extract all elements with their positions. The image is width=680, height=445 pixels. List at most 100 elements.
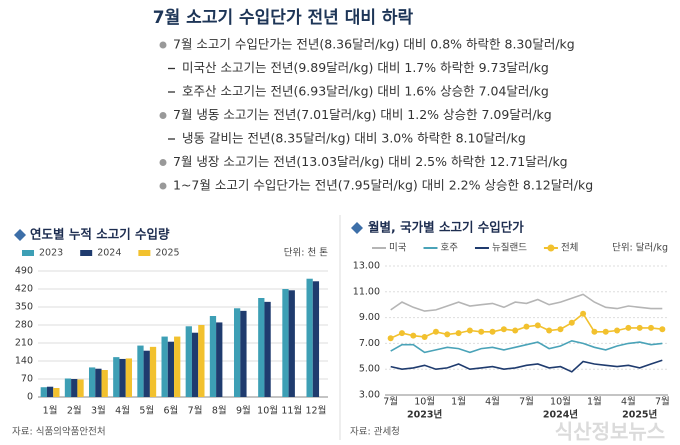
bullet-dot [159, 112, 167, 119]
bullet-text: 7월 소고기 수입단가는 전년(8.36달러/kg) 대비 0.8% 하락한 8… [173, 37, 575, 52]
point [478, 328, 485, 335]
bar [40, 387, 47, 397]
bullet-text: 1~7월 소고기 수입단가는 전년(7.95달러/kg) 대비 2.2% 상승한… [173, 178, 593, 193]
legend-label: 전체 [561, 243, 578, 254]
bar [71, 379, 78, 397]
bullet-dot [159, 182, 167, 190]
x-tick-label: 8월 [212, 405, 227, 417]
bullet-text: 미국산 소고기는 전년(9.89달러/kg) 대비 1.7% 하락한 9.73달… [182, 60, 549, 75]
point [421, 333, 428, 340]
bar [233, 308, 241, 397]
point [455, 330, 462, 337]
bar [161, 336, 168, 397]
bullet-dot [159, 41, 167, 49]
legend-swatch [80, 250, 93, 256]
bar [191, 332, 199, 397]
x-tick-label: 5월 [139, 405, 154, 417]
point [591, 328, 598, 335]
point [557, 326, 564, 333]
bar [53, 388, 60, 397]
bar [64, 378, 72, 397]
page-title: 7월 소고기 수입단가 전년 대비 하락 [153, 8, 414, 28]
x-tick-label: 6월 [164, 405, 179, 417]
point [444, 331, 451, 338]
bar [143, 350, 150, 397]
legend-swatch [138, 250, 151, 256]
bar [88, 367, 96, 397]
x-tick-label: 7월 [655, 396, 670, 408]
x-tick-label: 1월 [43, 405, 58, 417]
unit-label: 단위: 천 톤 [284, 247, 328, 259]
legend-label: 미국 [389, 243, 407, 254]
x-tick-label: 2월 [67, 405, 82, 417]
legend-swatch [22, 250, 34, 256]
chart-title: 연도별 누적 소고기 수입량 [30, 227, 170, 242]
year-label: 2025년 [622, 409, 657, 421]
bar [258, 298, 265, 397]
legend-label: 2025 [155, 248, 179, 259]
point [580, 310, 587, 317]
source: 자료: 관세청 [350, 427, 400, 438]
x-tick-label: 7월 [188, 405, 203, 417]
x-tick-label: 4월 [485, 396, 500, 408]
y-tick-label: 0 [27, 392, 33, 403]
y-tick-label: 140 [15, 356, 33, 367]
point [568, 319, 575, 326]
point [602, 328, 609, 335]
bar [101, 370, 108, 397]
point [489, 328, 496, 335]
bullet-dot [159, 159, 167, 166]
bar [216, 322, 223, 397]
y-tick-label: 13.00 [353, 261, 380, 272]
y-tick-label: 5.00 [359, 364, 380, 375]
x-tick-label: 10월 [550, 396, 571, 408]
bar [113, 357, 120, 397]
legend-label: 호주 [440, 243, 458, 254]
series-line [390, 359, 663, 373]
x-tick-label: 1월 [587, 396, 602, 408]
bullet-text: 냉동 갈비는 전년(8.35달러/kg) 대비 3.0% 하락한 8.10달러/… [182, 131, 526, 146]
bar [264, 301, 271, 397]
title-icon [351, 222, 363, 234]
point [648, 324, 655, 331]
bar [240, 310, 247, 397]
x-tick-label: 7월 [519, 396, 534, 408]
bullet-text: 7월 냉동 소고기는 전년(7.01달러/kg) 대비 1.2% 상승한 7.0… [173, 107, 552, 122]
y-tick-label: 9.00 [359, 312, 380, 323]
series-line [390, 293, 663, 312]
unit-label: 단위: 달러/kg [612, 242, 668, 254]
bullet-text: 7월 냉장 소고기는 전년(13.03달러/kg) 대비 2.5% 하락한 12… [173, 154, 568, 169]
bar [46, 386, 54, 397]
point [534, 322, 541, 329]
x-tick-label: 11월 [281, 405, 302, 417]
x-tick-label: 12월 [305, 405, 326, 417]
y-tick-label: 70 [21, 374, 33, 385]
bar [125, 358, 133, 397]
bar [288, 290, 295, 397]
point [546, 327, 553, 334]
bar [198, 325, 205, 397]
x-tick-label: 3월 [91, 405, 106, 417]
chart-title: 월별, 국가별 소고기 수입단가 [368, 220, 524, 235]
series-line [390, 339, 663, 354]
source: 자료: 식품의약품안전처 [12, 426, 106, 438]
y-tick-label: 350 [15, 302, 33, 313]
point [410, 332, 417, 339]
x-tick-label: 9월 [236, 405, 251, 417]
point [614, 327, 621, 334]
bar [282, 289, 289, 397]
x-tick-label: 7월 [383, 396, 398, 408]
bar [185, 326, 192, 397]
y-tick-label: 3.00 [359, 390, 380, 401]
watermark: 식산정보뉴스 [555, 420, 665, 444]
y-tick-label: 420 [15, 284, 33, 295]
x-tick-label: 10월 [414, 396, 435, 408]
point [523, 323, 530, 330]
x-tick-label: 10월 [257, 405, 278, 417]
bullet-text: 호주산 소고기는 전년(6.93달러/kg) 대비 1.6% 상승한 7.04달… [182, 84, 549, 99]
point [387, 335, 394, 342]
point [636, 324, 643, 331]
legend-label: 2023 [39, 248, 63, 259]
bar [209, 316, 217, 397]
point [398, 330, 405, 337]
